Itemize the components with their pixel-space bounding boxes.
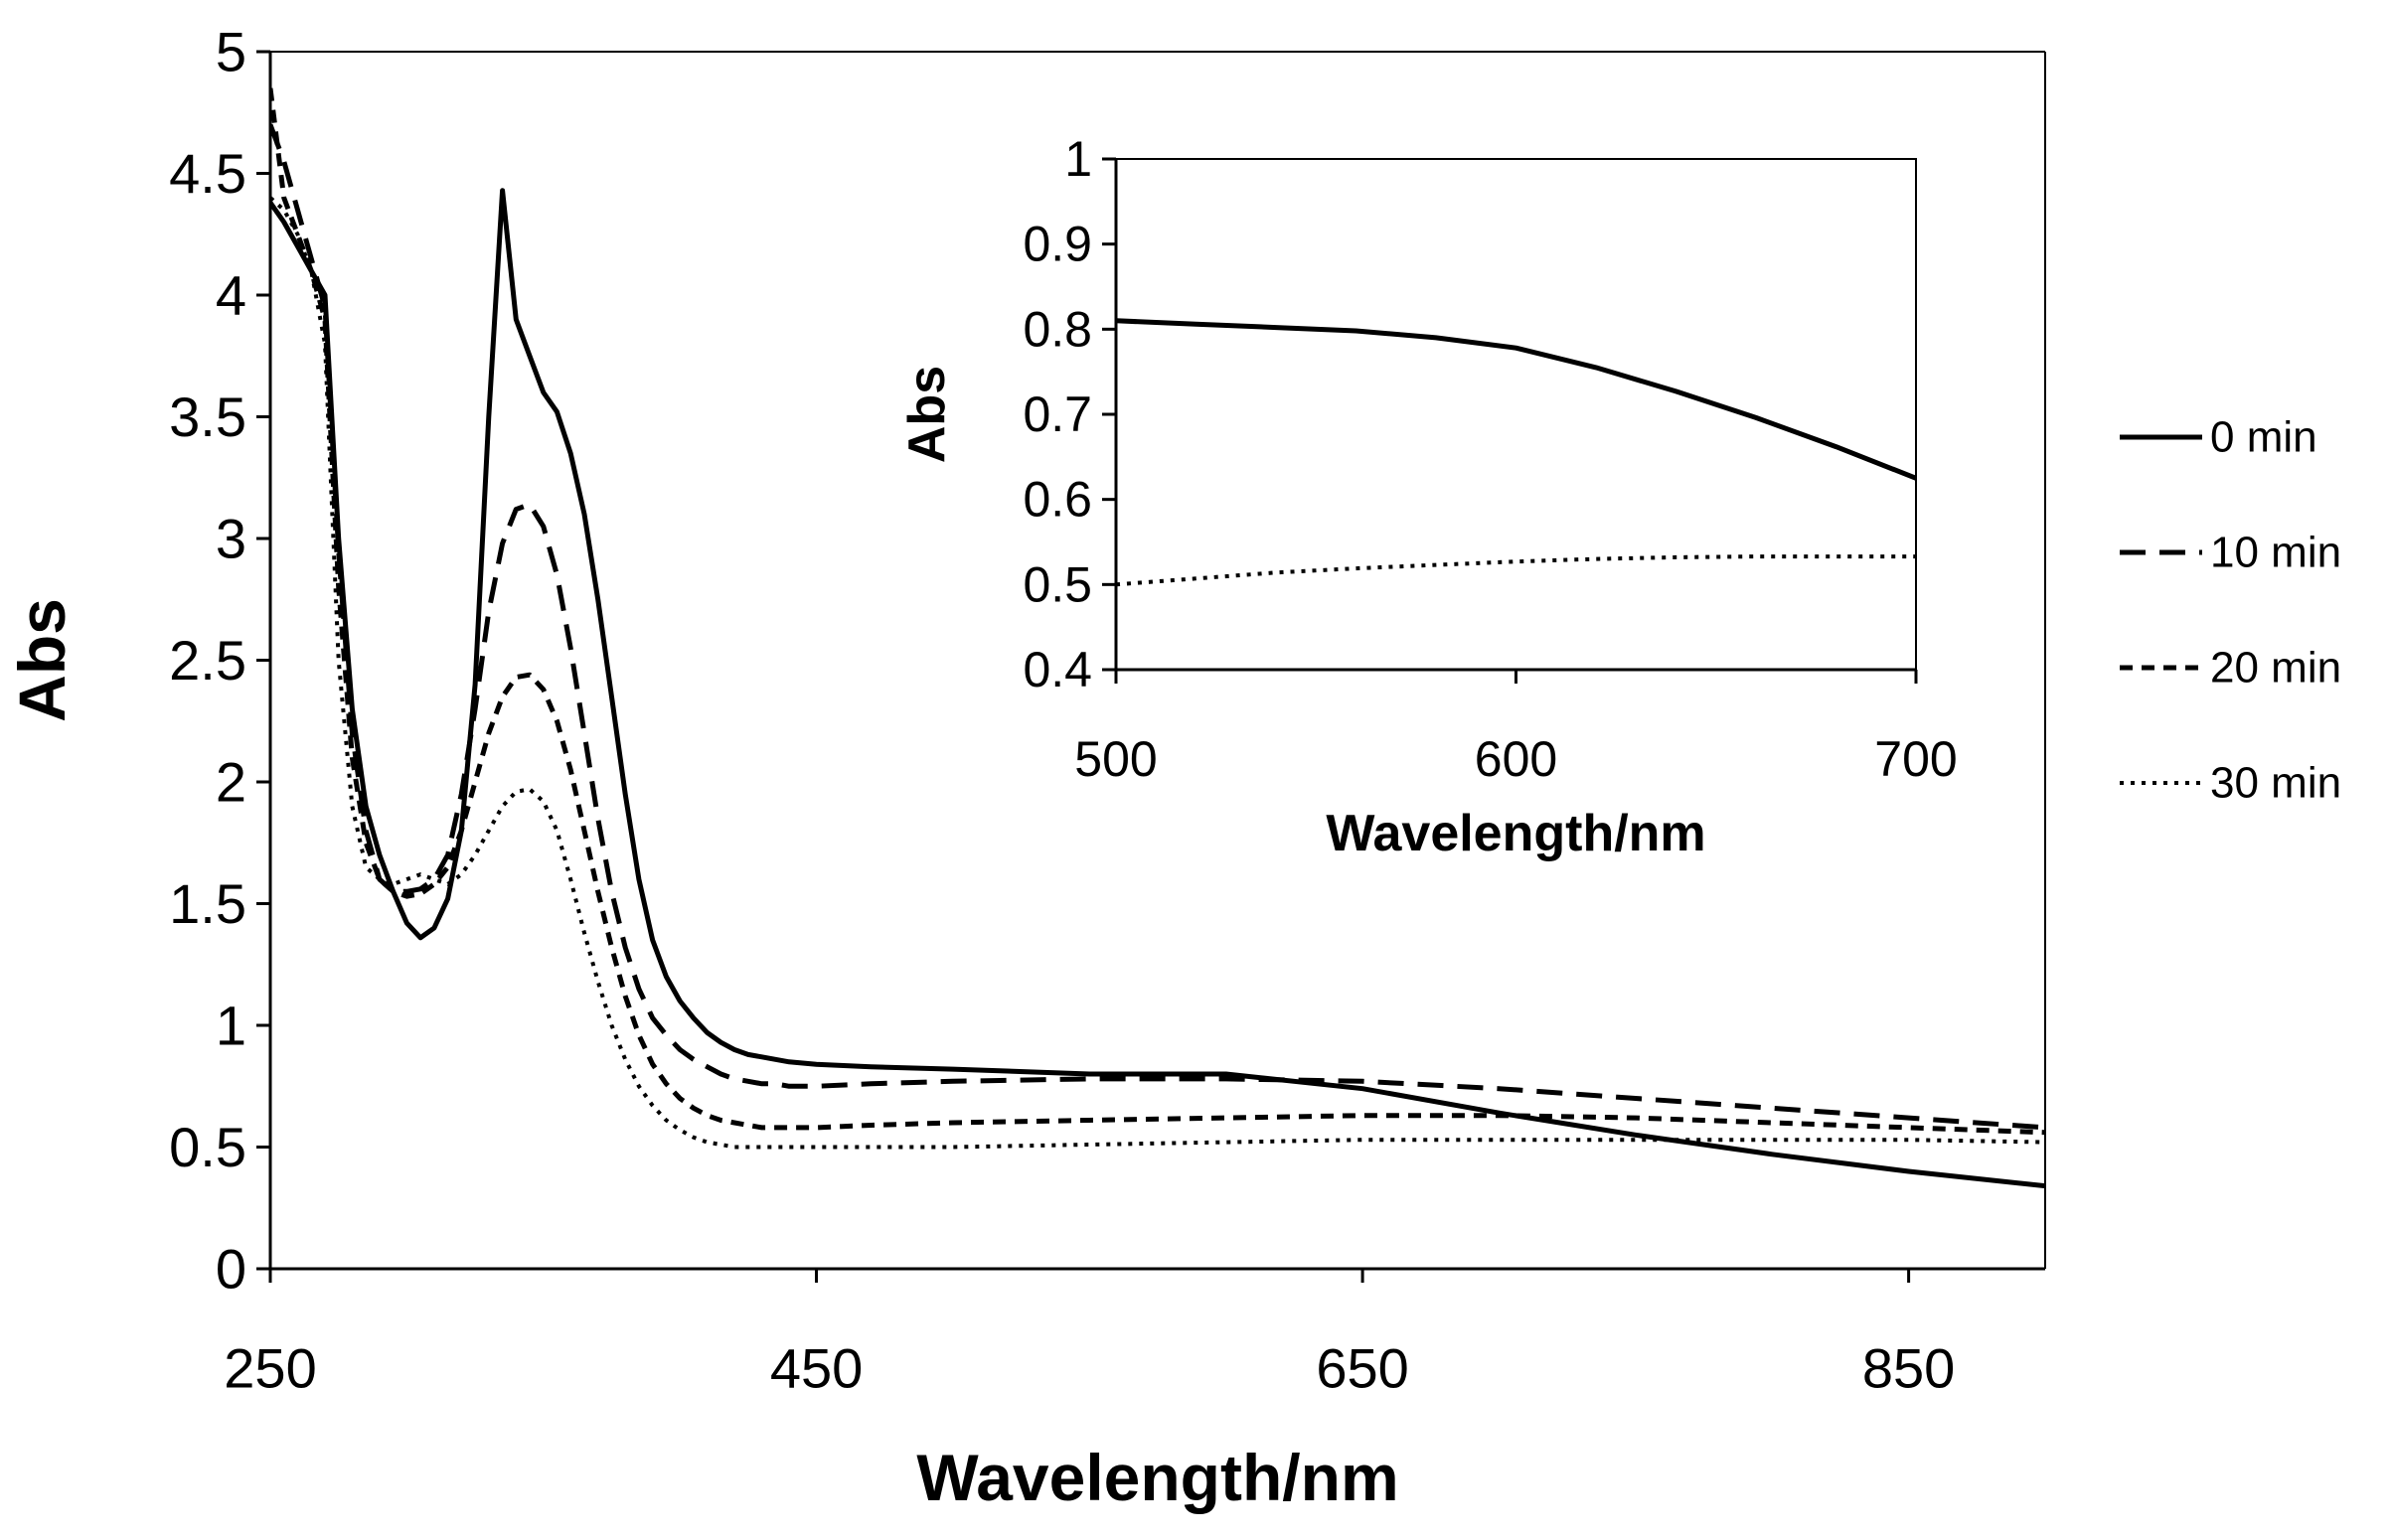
x-tick-label: 500 bbox=[1074, 731, 1157, 787]
y-tick-label: 0 bbox=[216, 1238, 246, 1301]
x-tick-label: 650 bbox=[1316, 1337, 1408, 1400]
y-tick-label: 0.6 bbox=[1023, 472, 1092, 528]
legend: 0 min 10 min 20 min 30 min bbox=[2120, 413, 2341, 808]
y-tick-label: 4.5 bbox=[169, 142, 246, 205]
y-axis-title: Abs bbox=[5, 598, 79, 722]
series-line-0-min bbox=[270, 188, 2045, 1189]
main-plot: 0 0.5 1 1.5 2 2.5 3 3.5 4 4.5 5 250 450 650 850 Wavelen… bbox=[5, 21, 2046, 1514]
x-tick-label: 850 bbox=[1862, 1337, 1955, 1400]
y-tick-label: 0.8 bbox=[1023, 301, 1092, 357]
legend-label: 30 min bbox=[2210, 759, 2341, 808]
y-tick-label: 1.5 bbox=[169, 872, 246, 935]
y-tick-label: 0.4 bbox=[1023, 642, 1092, 697]
series-line-20-min bbox=[270, 87, 2045, 1136]
x-tick-label: 250 bbox=[224, 1337, 316, 1400]
y-tick-label: 3 bbox=[216, 508, 246, 570]
x-tick-label: 600 bbox=[1475, 731, 1557, 787]
y-tick-label: 4 bbox=[216, 264, 246, 327]
y-tick-label: 1 bbox=[216, 995, 246, 1057]
legend-label: 20 min bbox=[2210, 644, 2341, 693]
y-tick-label: 5 bbox=[216, 21, 246, 83]
y-tick-label: 2 bbox=[216, 751, 246, 814]
y-tick-label: 3.5 bbox=[169, 385, 246, 448]
series-line-30-min bbox=[1116, 554, 1916, 587]
y-axis-title: Abs bbox=[898, 366, 956, 463]
x-tick-label: 450 bbox=[770, 1337, 863, 1400]
y-tick-label: 0.5 bbox=[169, 1116, 246, 1178]
legend-label: 10 min bbox=[2210, 529, 2341, 577]
x-tick-label: 700 bbox=[1874, 731, 1957, 787]
y-tick-label: 2.5 bbox=[169, 629, 246, 692]
y-tick-label: 1 bbox=[1064, 131, 1092, 187]
y-tick-label: 0.5 bbox=[1023, 556, 1092, 612]
series-line-10-min bbox=[270, 123, 2045, 1131]
y-tick-label: 0.9 bbox=[1023, 217, 1092, 272]
legend-label: 0 min bbox=[2210, 413, 2317, 462]
y-tick-label: 0.7 bbox=[1023, 386, 1092, 442]
plot-frame bbox=[1115, 158, 1917, 671]
x-axis-title: Wavelength/nm bbox=[1326, 805, 1705, 862]
inset-plot: 0.4 0.5 0.6 0.7 0.8 0.9 1 500 600 700 Wavelength/n… bbox=[898, 131, 1958, 862]
series-line-0-min bbox=[1116, 318, 1916, 481]
x-axis-title: Wavelength/nm bbox=[916, 1441, 1398, 1514]
